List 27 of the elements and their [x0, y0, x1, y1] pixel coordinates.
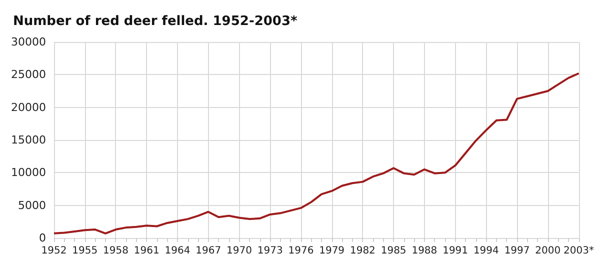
y-tick-label: 5000 [18, 198, 46, 212]
x-tick-label: 1967 [196, 246, 222, 256]
y-tick-label: 0 [38, 232, 46, 244]
x-tick-label: 1994 [473, 246, 499, 256]
x-tick-label: 1973 [257, 246, 283, 256]
x-tick-label: 1997 [504, 246, 530, 256]
x-tick-label: 1964 [164, 246, 190, 256]
y-tick-label: 20000 [10, 100, 46, 114]
x-tick-label: 2000 [535, 246, 561, 256]
x-tick-label: 1979 [319, 246, 345, 256]
y-tick-label: 25000 [10, 68, 46, 82]
x-tick-label: 1988 [412, 246, 438, 256]
x-tick-label: 1958 [103, 246, 128, 256]
x-tick-label: 1955 [72, 246, 98, 256]
x-tick-label: 1985 [380, 246, 406, 256]
x-tick-label: 1976 [288, 246, 314, 256]
x-tick-label: 1952 [41, 246, 67, 256]
y-tick-label: 10000 [10, 166, 46, 180]
line-series [52, 72, 580, 234]
x-tick-label: 1970 [226, 246, 252, 256]
x-tick-label: 1982 [350, 246, 376, 256]
y-tick-label: 15000 [10, 134, 46, 146]
x-tick-label: 1991 [442, 246, 468, 256]
x-tick-label: 1961 [134, 246, 160, 256]
chart-title: Number of red deer felled. 1952-2003* [13, 14, 298, 29]
y-tick-label: 30000 [10, 36, 46, 48]
x-tick-label: 2003* [564, 246, 594, 256]
